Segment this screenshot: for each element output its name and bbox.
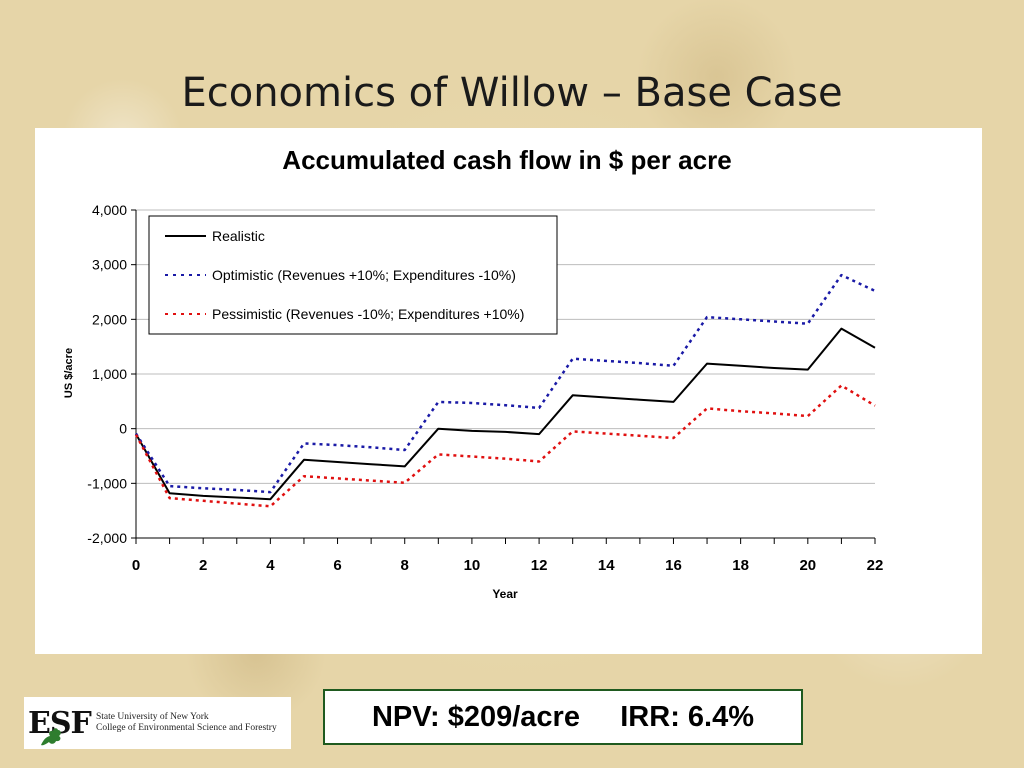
y-tick-label: 4,000	[92, 202, 127, 218]
logo-line-1: State University of New York	[96, 712, 209, 722]
x-tick-label: 2	[199, 557, 207, 574]
series-line-2	[134, 384, 876, 508]
x-tick-label: 10	[464, 557, 481, 574]
x-tick-label: 20	[799, 557, 816, 574]
axes: -2,000 -1,000 0 1,000 2,000 3,000 4,000 0 2 4 6 8 10…	[87, 202, 883, 574]
npv-value: NPV: $209/acre	[371, 700, 580, 733]
y-tick-label: 0	[119, 421, 127, 437]
y-tick-label: 1,000	[92, 366, 127, 382]
legend-label-2: Pessimistic (Revenues -10%; Expenditures…	[212, 306, 524, 322]
kpi-spacer	[580, 701, 620, 734]
x-tick-label: 4	[266, 557, 275, 574]
kpi-box: NPV: $209/acre IRR: 6.4%	[323, 689, 803, 745]
logo-line-2: College of Environmental Science and For…	[96, 723, 277, 733]
esf-logo: ESF State University of New York College…	[24, 697, 291, 749]
x-tick-label: 14	[598, 557, 615, 574]
chart-panel: Accumulated cash flow in $ per acre -2,0…	[35, 128, 982, 654]
oak-leaf-icon	[41, 728, 61, 746]
y-axis-label: US $/acre	[63, 348, 75, 398]
series-line-1	[134, 273, 876, 494]
legend-label-0: Realistic	[212, 228, 265, 244]
cash-flow-chart: Accumulated cash flow in $ per acre -2,0…	[63, 145, 883, 601]
y-tick-label: -1,000	[87, 475, 127, 491]
x-tick-label: 12	[531, 557, 548, 574]
x-tick-label: 6	[333, 557, 341, 574]
x-tick-label: 16	[665, 557, 682, 574]
x-tick-label: 22	[867, 557, 884, 574]
slide-title: Economics of Willow – Base Case	[181, 70, 843, 116]
series-line-0	[135, 327, 876, 501]
x-tick-label: 0	[132, 557, 140, 574]
series-lines	[134, 273, 876, 508]
y-tick-label: 2,000	[92, 311, 127, 327]
legend-label-1: Optimistic (Revenues +10%; Expenditures …	[212, 267, 516, 283]
irr-value: IRR: 6.4%	[620, 700, 755, 733]
x-axis-label: Year	[492, 587, 518, 601]
x-tick-label: 8	[401, 557, 409, 574]
logo-text: State University of New York College of …	[96, 712, 277, 734]
y-tick-label: -2,000	[87, 530, 127, 546]
x-tick-label: 18	[732, 557, 749, 574]
y-tick-label: 3,000	[92, 257, 127, 273]
chart-title: Accumulated cash flow in $ per acre	[282, 145, 731, 175]
legend: Realistic Optimistic (Revenues +10%; Expe…	[148, 215, 558, 335]
legend-box	[148, 215, 558, 335]
